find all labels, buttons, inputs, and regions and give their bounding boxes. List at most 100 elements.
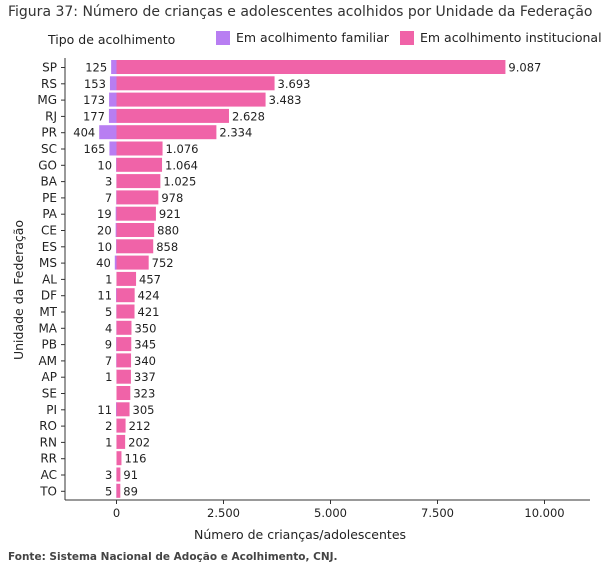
value-label-familiar-rs: 153: [84, 77, 106, 91]
value-label-familiar-al: 1: [105, 272, 112, 286]
value-label-institucional-mt: 421: [138, 305, 160, 319]
x-tick-label-5000: 5.000: [314, 506, 347, 520]
value-label-familiar-ma: 4: [105, 321, 112, 335]
value-label-institucional-ba: 1.025: [163, 175, 196, 189]
value-label-institucional-rn: 202: [128, 435, 150, 449]
category-label-to: TO: [39, 484, 57, 498]
legend-label-institucional: Em acolhimento institucional: [420, 30, 602, 45]
category-label-pr: PR: [41, 126, 57, 140]
bar-institucional-pb: [116, 337, 132, 352]
value-label-institucional-pe: 978: [161, 191, 183, 205]
bar-institucional-se: [116, 386, 131, 400]
category-label-df: DF: [41, 289, 57, 303]
x-tick-label-0: 0: [113, 506, 120, 520]
value-label-institucional-sc: 1.076: [166, 142, 199, 156]
value-label-institucional-mg: 3.483: [269, 93, 302, 107]
value-label-institucional-al: 457: [139, 272, 161, 286]
value-label-familiar-ms: 40: [96, 256, 111, 270]
bar-institucional-pe: [116, 190, 159, 205]
category-label-ms: MS: [39, 256, 57, 270]
bar-institucional-ms: [116, 255, 149, 270]
value-label-familiar-pb: 9: [105, 338, 112, 352]
value-label-institucional-rs: 3.693: [278, 77, 311, 91]
bar-institucional-df: [116, 288, 135, 303]
category-label-ce: CE: [41, 224, 57, 238]
bar-familiar-es: [116, 239, 117, 254]
bar-familiar-pa: [115, 206, 117, 221]
bar-familiar-sc: [109, 141, 117, 156]
x-axis: 0 2.500 5.000 7.500 10.000: [64, 58, 590, 520]
category-label-al: AL: [42, 272, 57, 286]
category-label-ap: AP: [42, 370, 57, 384]
legend-title: Tipo de acolhimento: [48, 32, 176, 47]
category-label-pb: PB: [42, 338, 57, 352]
chart-legend: Tipo de acolhimento Em acolhimento famil…: [48, 30, 608, 50]
bar-institucional-ce: [116, 223, 155, 237]
value-label-institucional-df: 424: [138, 289, 160, 303]
value-label-institucional-se: 323: [133, 387, 155, 401]
bar-institucional-ma: [116, 320, 132, 335]
figure-title: Figura 37: Número de crianças e adolesce…: [8, 4, 593, 20]
legend-swatch-institucional: [400, 30, 414, 45]
value-label-institucional-am: 340: [134, 354, 156, 368]
bar-familiar-rj: [108, 108, 117, 123]
value-label-institucional-ro: 212: [129, 419, 151, 433]
bar-familiar-go: [116, 157, 117, 172]
bar-institucional-rn: [116, 434, 126, 449]
category-label-ro: RO: [39, 419, 57, 433]
value-label-institucional-ap: 337: [134, 370, 156, 384]
category-label-mt: MT: [39, 305, 57, 319]
value-label-institucional-pa: 921: [159, 207, 181, 221]
value-label-institucional-pi: 305: [133, 403, 155, 417]
bar-familiar-df: [116, 288, 117, 303]
category-label-rs: RS: [41, 77, 57, 91]
value-label-institucional-pr: 2.334: [219, 126, 252, 140]
value-label-institucional-rj: 2.628: [232, 109, 265, 123]
value-label-institucional-es: 858: [156, 240, 178, 254]
x-tick-label-10000: 10.000: [524, 506, 564, 520]
bar-institucional-rj: [116, 108, 229, 123]
legend-item-familiar: Em acolhimento familiar: [216, 30, 389, 45]
category-labels: SP RS MG RJ PR SC GO BA PE PA CE ES MS AL DF MT MA PB AM AP…: [37, 61, 65, 498]
category-label-mg: MG: [37, 93, 57, 107]
category-label-go: GO: [38, 158, 57, 172]
bar-institucional-rs: [116, 76, 275, 91]
bar-institucional-mt: [116, 304, 135, 319]
value-label-familiar-pi: 11: [97, 403, 112, 417]
bar-institucional-al: [116, 271, 137, 286]
category-label-es: ES: [42, 240, 57, 254]
bar-familiar-mg: [109, 92, 117, 107]
value-label-familiar-to: 5: [105, 484, 112, 498]
value-label-familiar-ce: 20: [97, 224, 112, 238]
category-label-sc: SC: [41, 142, 57, 156]
bar-familiar-ms: [114, 255, 117, 270]
bar-institucional-rr: [116, 451, 122, 466]
bar-institucional-mg: [116, 92, 266, 107]
value-label-familiar-rn: 1: [105, 435, 112, 449]
value-label-familiar-am: 7: [105, 354, 112, 368]
value-label-familiar-mt: 5: [105, 305, 112, 319]
bar-institucional-sc: [116, 141, 163, 156]
value-label-institucional-ma: 350: [134, 321, 156, 335]
value-label-familiar-sp: 125: [85, 61, 107, 75]
value-label-familiar-pe: 7: [105, 191, 112, 205]
bar-institucional-pi: [116, 402, 130, 417]
category-label-rr: RR: [40, 452, 57, 466]
legend-label-familiar: Em acolhimento familiar: [236, 30, 389, 45]
value-label-institucional-rr: 116: [124, 452, 146, 466]
legend-item-institucional: Em acolhimento institucional: [400, 30, 602, 45]
bar-institucional-am: [116, 353, 132, 368]
bar-chart: SP RS MG RJ PR SC GO BA PE PA CE ES MS AL DF MT MA PB AM AP…: [11, 58, 590, 542]
figure-source: Fonte: Sistema Nacional de Adoção e Acol…: [8, 551, 338, 563]
bar-institucional-es: [116, 239, 154, 254]
value-label-institucional-to: 89: [123, 484, 138, 498]
category-label-am: AM: [38, 354, 57, 368]
y-axis-label: Unidade da Federação: [11, 220, 26, 360]
bar-familiar-pr: [99, 125, 117, 140]
value-label-familiar-go: 10: [97, 158, 112, 172]
bar-institucional-pr: [116, 125, 217, 140]
category-label-sp: SP: [42, 61, 57, 75]
value-label-institucional-ms: 752: [152, 256, 174, 270]
bars-group: [99, 60, 506, 498]
